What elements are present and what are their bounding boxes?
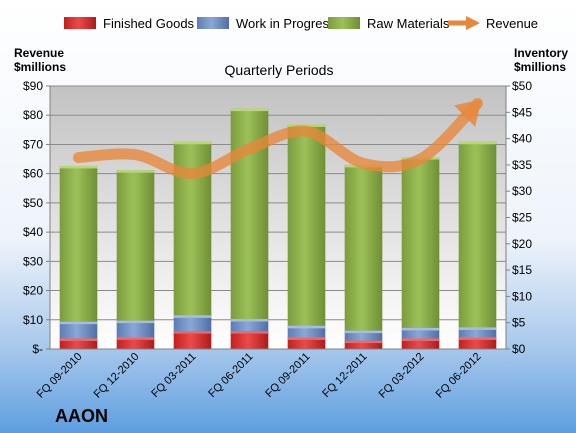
bar-raw-materials	[287, 124, 326, 326]
bar-raw-materials-top-edge	[59, 165, 98, 169]
bar-finished-goods	[344, 340, 383, 349]
bar-work-in-progress	[59, 321, 98, 339]
bar-raw-materials-top-edge	[116, 170, 155, 173]
right-tick-label: $15	[512, 263, 532, 277]
bar-work-in-progress	[230, 319, 269, 332]
bar-finished-goods-top-edge	[401, 338, 440, 341]
left-axis-ticks: $- $10 $20 $30 $40 $50 $60 $70 $80 $90	[23, 79, 50, 356]
bar-finished-goods-top-edge	[173, 331, 212, 334]
legend-swatch-revenue	[448, 16, 480, 30]
bar-raw-materials-top-edge	[230, 108, 269, 112]
bar-work-in-progress-top-edge	[173, 315, 212, 318]
left-tick-label: $10	[23, 313, 43, 327]
bar-finished-goods	[116, 337, 155, 349]
revenue-line-group	[73, 98, 483, 180]
bar-raw-materials-top-edge	[458, 141, 497, 145]
bar-raw-materials	[59, 165, 98, 322]
right-axis-ticks: $0 $5 $10 $15 $20 $25 $30 $35 $40 $45 $50	[506, 79, 532, 356]
bar-finished-goods	[230, 331, 269, 349]
bar-work-in-progress	[287, 325, 326, 338]
company-label: AAON	[55, 406, 108, 426]
right-axis-label-line1: Inventory	[514, 46, 568, 60]
bar-finished-goods	[287, 337, 326, 349]
left-tick-label: $60	[23, 167, 43, 181]
bar-finished-goods	[458, 337, 497, 349]
bar-finished-goods	[173, 331, 212, 349]
legend-label-finished-goods: Finished Goods	[103, 16, 195, 31]
bar-raw-materials	[344, 164, 383, 331]
left-tick-label: $50	[23, 196, 43, 210]
chart-title: Quarterly Periods	[225, 62, 334, 78]
bar-finished-goods	[401, 338, 440, 349]
legend-swatch-finished-goods	[64, 17, 96, 29]
bar-raw-materials-top-edge	[287, 124, 326, 127]
bar-work-in-progress-top-edge	[401, 327, 440, 331]
legend-swatch-work-in-progress	[197, 17, 229, 29]
bar-work-in-progress-top-edge	[59, 321, 98, 325]
right-tick-label: $35	[512, 158, 532, 172]
bar-raw-materials	[116, 170, 155, 321]
bar-finished-goods-top-edge	[59, 338, 98, 341]
bar-work-in-progress	[344, 330, 383, 341]
bar-work-in-progress-top-edge	[344, 330, 383, 334]
bar-work-in-progress-top-edge	[230, 319, 269, 322]
right-tick-label: $20	[512, 237, 532, 251]
bar-raw-materials	[458, 141, 497, 328]
legend-swatch-raw-materials	[328, 17, 360, 29]
right-tick-label: $25	[512, 211, 532, 225]
legend: Finished Goods Work in Progress Raw Mate…	[64, 16, 538, 31]
bar-work-in-progress-top-edge	[287, 325, 326, 329]
left-tick-label: $40	[23, 225, 43, 239]
revenue-line-arrowhead	[454, 99, 482, 127]
right-tick-label: $5	[512, 316, 526, 330]
bar-raw-materials	[401, 157, 440, 328]
bar-finished-goods-top-edge	[230, 331, 269, 334]
right-tick-label: $10	[512, 289, 532, 303]
right-tick-label: $0	[512, 342, 526, 356]
left-tick-label: $30	[23, 254, 43, 268]
left-axis-label-line1: Revenue	[14, 46, 64, 60]
right-tick-label: $30	[512, 184, 532, 198]
bar-work-in-progress-top-edge	[116, 320, 155, 324]
revenue-line	[73, 98, 483, 180]
left-tick-label: $-	[32, 342, 43, 356]
legend-label-work-in-progress: Work in Progress	[236, 16, 336, 31]
bar-finished-goods-top-edge	[287, 337, 326, 340]
left-tick-label: $20	[23, 284, 43, 298]
bar-finished-goods-top-edge	[116, 337, 155, 340]
bar-raw-materials-top-edge	[173, 141, 212, 145]
bars	[59, 108, 497, 349]
right-axis-label-line2: $millions	[514, 60, 566, 74]
left-tick-label: $70	[23, 137, 43, 151]
bar-work-in-progress	[173, 315, 212, 332]
left-tick-label: $80	[23, 108, 43, 122]
legend-label-raw-materials: Raw Materials	[367, 16, 450, 31]
bar-finished-goods-top-edge	[458, 337, 497, 340]
left-tick-label: $90	[23, 79, 43, 93]
bar-finished-goods	[59, 338, 98, 349]
legend-label-revenue: Revenue	[486, 16, 538, 31]
bar-finished-goods-top-edge	[344, 340, 383, 344]
bar-work-in-progress	[401, 327, 440, 339]
bar-work-in-progress	[458, 327, 497, 338]
bar-work-in-progress	[116, 320, 155, 338]
left-axis-label-line2: $millions	[14, 60, 66, 74]
right-tick-label: $45	[512, 105, 532, 119]
right-tick-label: $40	[512, 132, 532, 146]
bar-work-in-progress-top-edge	[458, 327, 497, 330]
right-tick-label: $50	[512, 79, 532, 93]
